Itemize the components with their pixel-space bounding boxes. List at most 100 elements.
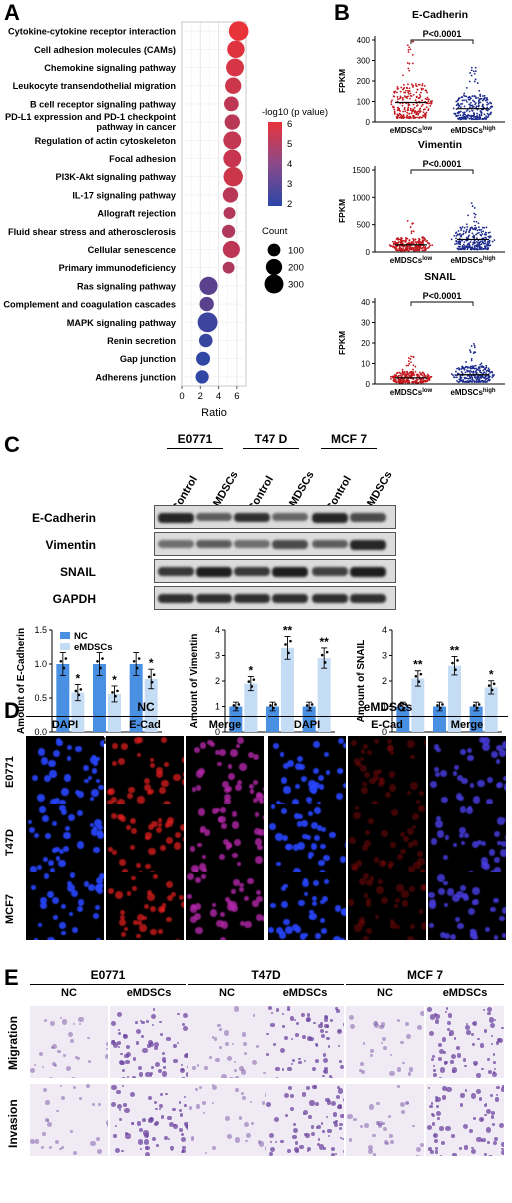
data-point (458, 380, 461, 383)
replicate-dot (59, 659, 63, 663)
stained-cell (322, 1057, 329, 1064)
stained-cell (75, 1055, 79, 1059)
stained-cell (186, 1124, 188, 1130)
stained-cell (184, 1103, 187, 1107)
cell-nucleus (375, 885, 384, 894)
data-point (477, 105, 480, 108)
data-point (423, 380, 426, 382)
cell-nucleus (131, 875, 137, 881)
cell-nucleus (429, 780, 438, 788)
stained-cell (227, 1056, 233, 1062)
data-point (479, 363, 482, 366)
stained-cell (69, 1039, 74, 1044)
data-point (419, 95, 422, 98)
stained-cell (217, 1023, 221, 1028)
stained-cell (322, 1053, 327, 1057)
cell-nucleus (139, 923, 148, 932)
cell-nucleus (157, 823, 163, 828)
cell-nucleus (356, 761, 362, 768)
stained-cell (268, 1006, 273, 1011)
stained-cell (180, 1077, 186, 1078)
stained-cell (471, 1033, 475, 1037)
data-point (483, 113, 486, 116)
stained-cell (334, 1006, 338, 1010)
stained-cell (338, 1029, 341, 1033)
replicate-dot (96, 659, 99, 663)
significance-label: P<0.0001 (423, 291, 462, 301)
data-point (480, 97, 483, 100)
bar (108, 693, 121, 732)
replicate-dot (404, 703, 408, 706)
data-point (479, 93, 482, 96)
data-point (425, 89, 428, 92)
data-point (476, 246, 479, 248)
data-point (396, 113, 399, 116)
blot-band (272, 567, 308, 577)
data-point (480, 365, 483, 368)
cell-nucleus (283, 883, 288, 889)
stained-cell (486, 1141, 490, 1145)
data-point (406, 44, 409, 47)
data-point (460, 106, 462, 109)
stained-cell (67, 1031, 73, 1037)
significance-bracket (410, 169, 474, 174)
x-category-superscript: low (422, 126, 432, 132)
stained-cell (372, 1133, 376, 1137)
data-point (390, 101, 393, 103)
cell-nucleus (120, 932, 126, 938)
blot-band (312, 567, 348, 576)
stained-cell (389, 1140, 394, 1145)
stained-cell (359, 1069, 363, 1072)
data-point (489, 113, 492, 116)
y-tick-label: 40 (361, 298, 370, 307)
cell-nucleus (490, 906, 496, 913)
category-label: PD-L1 expression and PD-1 checkpoint (5, 112, 176, 122)
y-tick-label: 0 (366, 380, 371, 389)
data-point (408, 241, 411, 244)
stained-cell (337, 1088, 343, 1094)
stained-cell (63, 1053, 67, 1057)
cell-nucleus (55, 856, 61, 861)
stained-cell (251, 1060, 257, 1066)
data-point (394, 379, 397, 382)
stained-cell (241, 1096, 246, 1101)
stained-cell (182, 1146, 186, 1150)
cell-nucleus (248, 752, 255, 759)
stained-cell (493, 1067, 496, 1070)
stained-cell (110, 1040, 116, 1045)
stained-cell (50, 1045, 55, 1050)
cell-nucleus (218, 817, 223, 822)
cell-nucleus (279, 751, 285, 757)
data-point (473, 216, 476, 219)
data-point (486, 248, 489, 251)
stained-cell (117, 1046, 120, 1049)
stained-cell (301, 1013, 306, 1018)
blot-band (234, 594, 270, 604)
stained-cell (209, 1056, 213, 1059)
stained-cell (382, 1045, 387, 1051)
if-micrograph (186, 736, 264, 804)
cell-nucleus (161, 737, 168, 743)
cell-nucleus (217, 761, 222, 766)
cell-nucleus (84, 778, 89, 784)
stained-cell (339, 1064, 344, 1070)
data-point (402, 381, 405, 384)
stained-cell (472, 1116, 477, 1121)
stained-cell (211, 1146, 216, 1151)
stained-cell (314, 1058, 320, 1064)
data-point (460, 227, 463, 230)
cell-nucleus (249, 789, 255, 795)
stained-cell (493, 1018, 497, 1022)
stained-cell (126, 1075, 129, 1078)
bubble (223, 166, 243, 187)
stained-cell (353, 1117, 357, 1121)
significance-label: P<0.0001 (423, 29, 462, 39)
stained-cell (140, 1147, 143, 1151)
cell-nucleus (43, 873, 49, 879)
data-point (483, 96, 486, 99)
data-point (408, 112, 411, 115)
if-micrograph (186, 804, 264, 872)
cell-nucleus (462, 894, 470, 902)
data-point (425, 240, 428, 243)
bubble (222, 261, 235, 274)
